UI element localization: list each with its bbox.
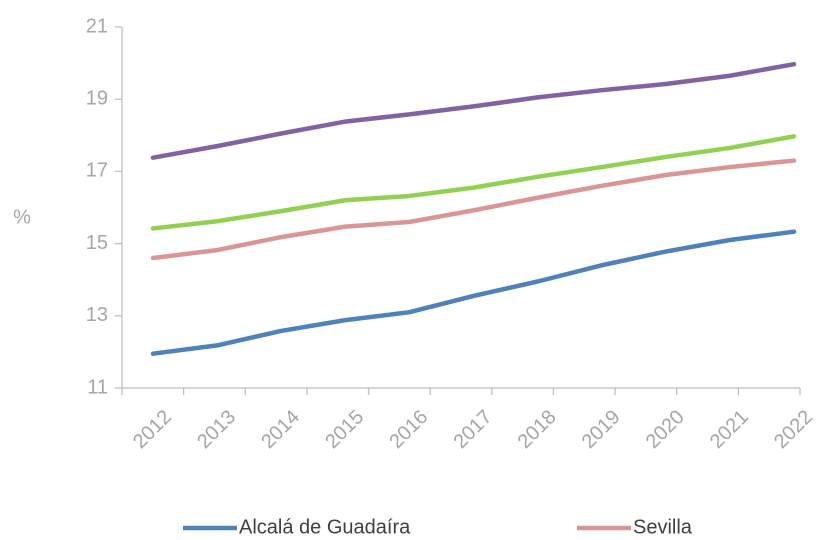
x-tick-label: 2022 (770, 406, 817, 453)
legend-label: Alcalá de Guadaíra (239, 516, 411, 538)
x-tick-label: 2018 (514, 406, 561, 453)
y-tick-label: 15 (86, 232, 108, 254)
y-tick-label: 21 (86, 15, 108, 37)
x-tick-label: 2017 (449, 406, 496, 453)
legend-label: Sevilla (633, 516, 693, 538)
y-tick-label: 19 (86, 87, 108, 109)
series-line (150, 61, 797, 160)
x-tick-label: 2014 (257, 406, 304, 453)
y-tick-label: 13 (86, 304, 108, 326)
y-tick-label: 11 (87, 376, 108, 398)
y-tick-label: 17 (86, 160, 108, 182)
x-tick-label: 2012 (129, 406, 176, 453)
x-tick-label: 2016 (385, 406, 432, 453)
series-line (150, 229, 797, 356)
x-tick-label: 2020 (642, 406, 689, 453)
series-line (150, 158, 797, 261)
x-tick-label: 2013 (193, 406, 240, 453)
series-line (150, 134, 797, 231)
x-tick-label: 2015 (321, 406, 368, 453)
x-tick-label: 2021 (706, 406, 753, 453)
x-tick-label: 2019 (578, 406, 625, 453)
y-axis-label: % (13, 206, 31, 228)
